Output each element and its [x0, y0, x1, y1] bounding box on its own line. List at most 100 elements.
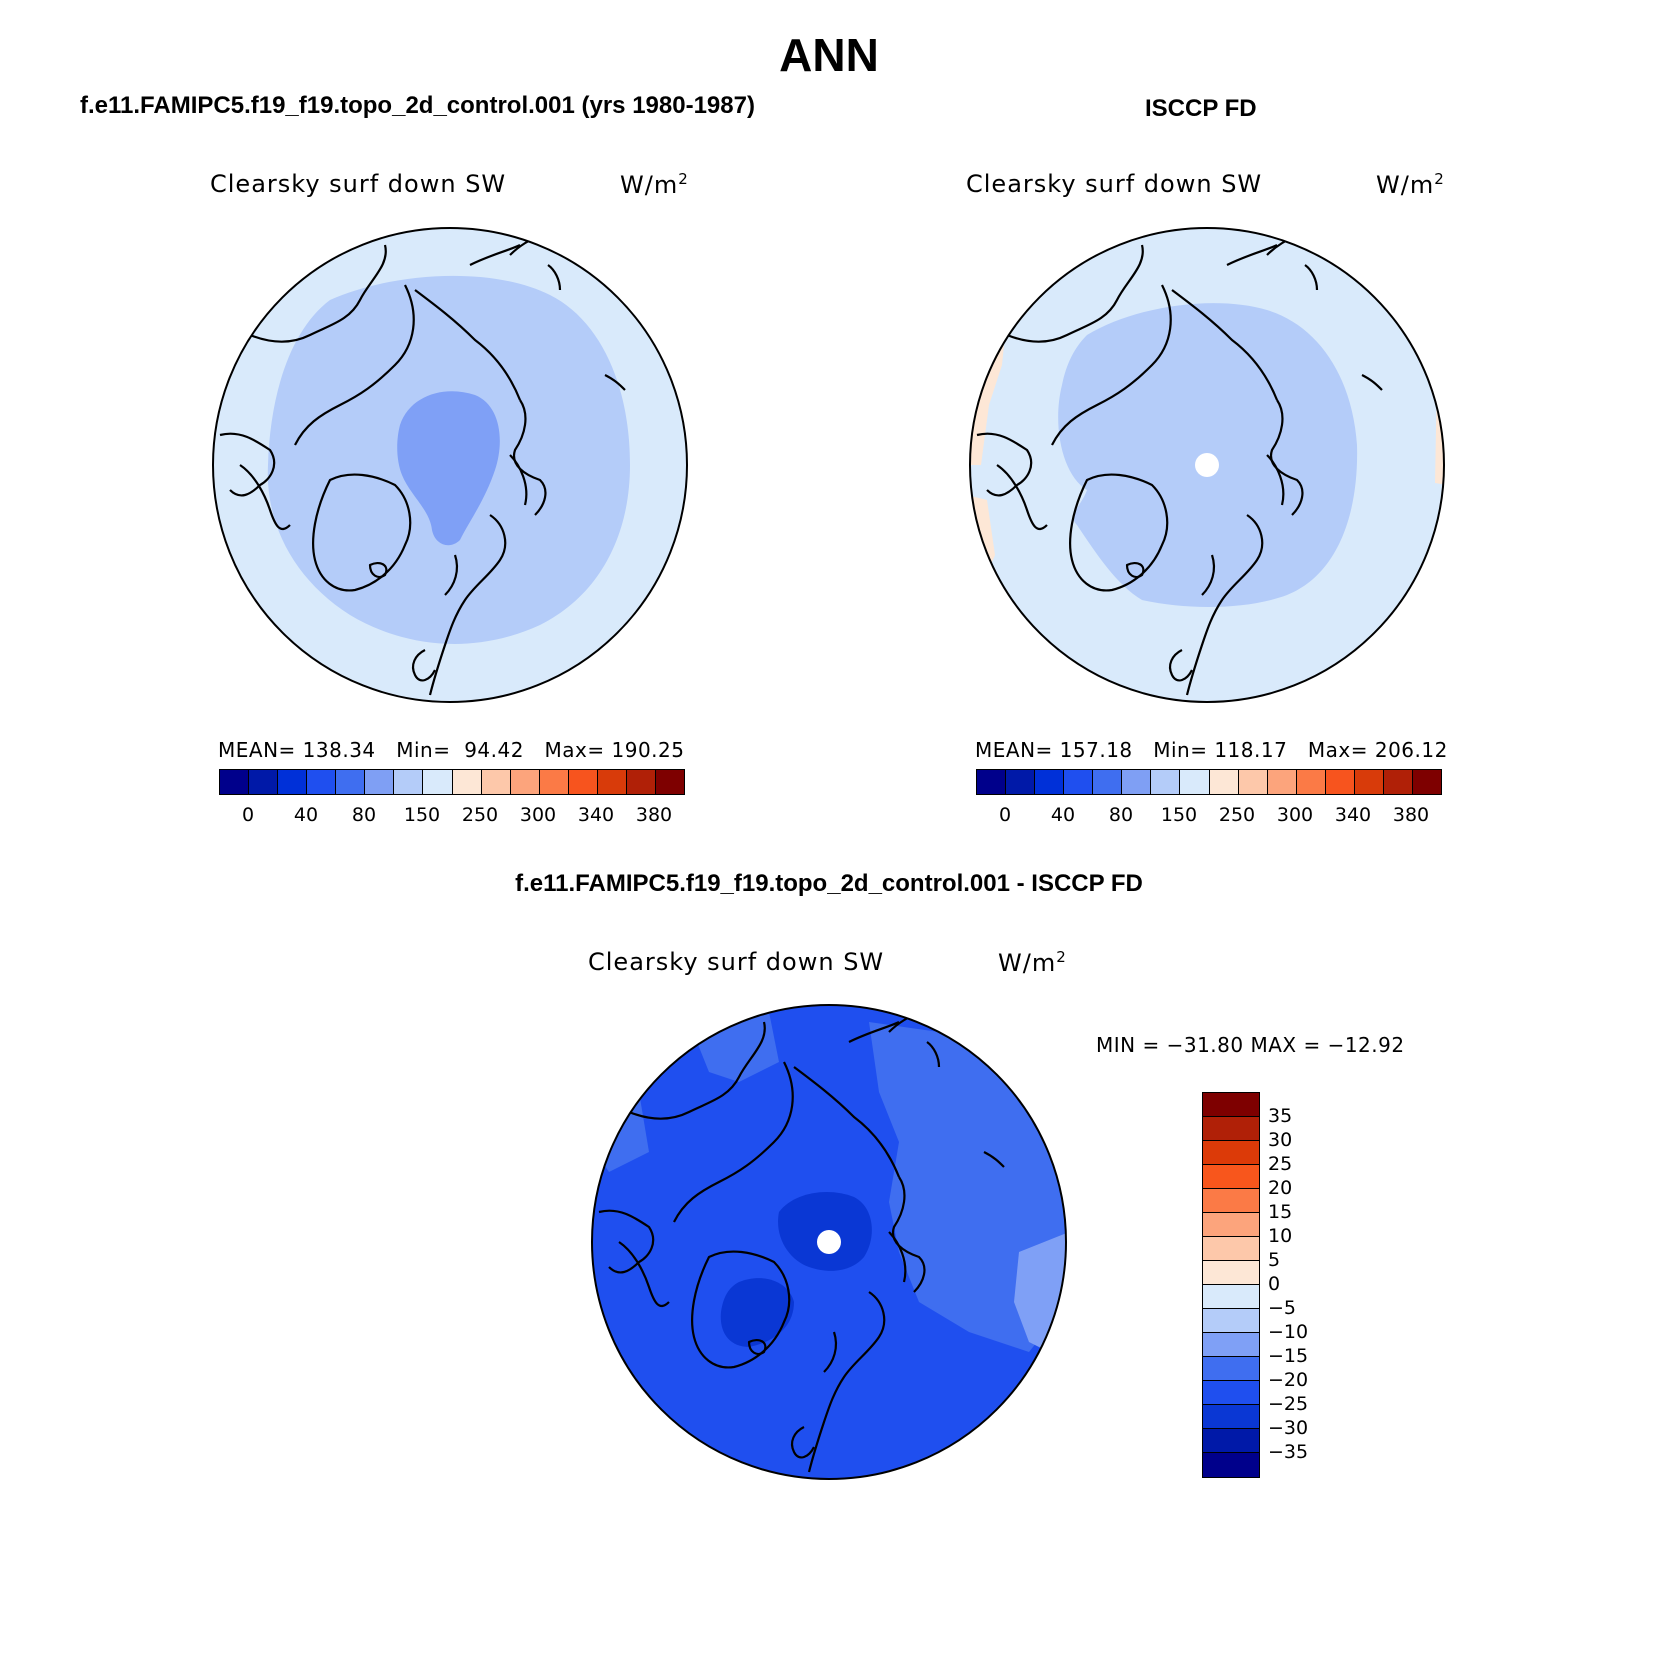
obs-pole-hole [1195, 453, 1219, 477]
colorbar-tick-label: 300 [519, 804, 557, 826]
colorbar-swatch [1122, 770, 1152, 794]
diff-colorbar-swatch [1203, 1453, 1259, 1477]
colorbar-swatch [1412, 770, 1441, 794]
colorbar-swatch [1267, 770, 1297, 794]
colorbar-tick-label: 40 [293, 804, 319, 826]
diff-colorbar-swatch [1203, 1429, 1259, 1453]
colorbar-tick-label: 40 [1050, 804, 1076, 826]
diff-polar-map [591, 1004, 1067, 1480]
season-title: ANN [779, 29, 879, 81]
colorbar-swatch [1151, 770, 1181, 794]
diff-colorbar-swatch [1203, 1093, 1259, 1117]
diff-colorbar-tick-label: −20 [1268, 1369, 1309, 1391]
model-coastlines [219, 234, 626, 696]
colorbar-swatch [365, 770, 395, 794]
diff-variable-label: Clearsky surf down SW [588, 948, 885, 976]
colorbar-swatch [1238, 770, 1268, 794]
diff-field-greenland [720, 1278, 794, 1347]
colorbar-swatch [1093, 770, 1123, 794]
diff-colorbar [1202, 1092, 1260, 1478]
diff-colorbar-tick-label: −35 [1268, 1441, 1309, 1463]
diff-colorbar-tick-label: −15 [1268, 1345, 1309, 1367]
colorbar-swatch [1354, 770, 1384, 794]
diff-colorbar-tick-label: 30 [1268, 1129, 1293, 1151]
colorbar-tick-label: 250 [1218, 804, 1256, 826]
colorbar-swatch [1035, 770, 1065, 794]
model-field-inner [397, 391, 500, 546]
colorbar-swatch [510, 770, 540, 794]
model-colorbar-ticks: 0 40 80 150 250 300 340 380 [219, 804, 685, 828]
diff-colorbar-tick-label: 25 [1268, 1153, 1293, 1175]
obs-units-label: W/m2 [1376, 170, 1445, 199]
diff-colorbar-tick-label: −30 [1268, 1417, 1309, 1439]
colorbar-swatch [1383, 770, 1413, 794]
colorbar-swatch [597, 770, 627, 794]
diff-colorbar-swatch [1203, 1381, 1259, 1405]
diff-panel-title: f.e11.FAMIPC5.f19_f19.topo_2d_control.00… [515, 870, 1143, 897]
diff-colorbar-swatch [1203, 1309, 1259, 1333]
colorbar-swatch [336, 770, 366, 794]
colorbar-swatch [977, 770, 1007, 794]
diff-colorbar-tick-label: −25 [1268, 1393, 1309, 1415]
diff-colorbar-swatch [1203, 1189, 1259, 1213]
colorbar-tick-label: 340 [577, 804, 615, 826]
colorbar-swatch [452, 770, 482, 794]
diff-colorbar-tick-label: −5 [1268, 1297, 1297, 1319]
colorbar-swatch [481, 770, 511, 794]
diff-colorbar-swatch [1203, 1213, 1259, 1237]
model-polar-map [212, 227, 688, 703]
diff-coastlines [598, 1011, 1005, 1473]
model-stats: MEAN= 138.34 Min= 94.42 Max= 190.25 [218, 738, 685, 762]
diff-colorbar-tick-label: 5 [1268, 1249, 1281, 1271]
model-variable-label: Clearsky surf down SW [210, 170, 507, 198]
diff-colorbar-ticks: 35 30 25 20 15 10 5 0 −5 −10 −15 −20 −25 −30 −35 [1268, 1092, 1348, 1478]
obs-coastlines [976, 234, 1383, 696]
diff-colorbar-swatch [1203, 1237, 1259, 1261]
colorbar-swatch [539, 770, 569, 794]
obs-stats: MEAN= 157.18 Min= 118.17 Max= 206.12 [975, 738, 1448, 762]
colorbar-tick-label: 300 [1276, 804, 1314, 826]
colorbar-swatch [278, 770, 308, 794]
colorbar-swatch [626, 770, 656, 794]
diff-pole-hole [817, 1230, 841, 1254]
obs-map-boundary [969, 227, 1445, 703]
colorbar-swatch [394, 770, 424, 794]
obs-panel-title: ISCCP FD [1145, 95, 1257, 122]
colorbar-tick-label: 250 [461, 804, 499, 826]
diff-colorbar-swatch [1203, 1285, 1259, 1309]
model-colorbar [219, 769, 685, 795]
colorbar-tick-label: 80 [351, 804, 377, 826]
diff-map-boundary [591, 1004, 1067, 1480]
colorbar-tick-label: 380 [1392, 804, 1430, 826]
diff-colorbar-swatch [1203, 1165, 1259, 1189]
colorbar-swatch [568, 770, 598, 794]
colorbar-swatch [249, 770, 279, 794]
colorbar-tick-label: 0 [998, 804, 1012, 826]
colorbar-swatch [1064, 770, 1094, 794]
diff-colorbar-tick-label: 15 [1268, 1201, 1293, 1223]
colorbar-swatch [1180, 770, 1210, 794]
obs-polar-map [969, 227, 1445, 703]
colorbar-swatch [1296, 770, 1326, 794]
colorbar-tick-label: 380 [635, 804, 673, 826]
diff-colorbar-swatch [1203, 1357, 1259, 1381]
obs-colorbar [976, 769, 1442, 795]
colorbar-swatch [220, 770, 250, 794]
model-panel-title: f.e11.FAMIPC5.f19_f19.topo_2d_control.00… [80, 92, 755, 119]
diff-colorbar-swatch [1203, 1333, 1259, 1357]
colorbar-tick-label: 0 [241, 804, 255, 826]
diff-colorbar-swatch [1203, 1141, 1259, 1165]
diff-colorbar-tick-label: 35 [1268, 1105, 1293, 1127]
colorbar-swatch [307, 770, 337, 794]
colorbar-swatch [1209, 770, 1239, 794]
diff-units-label: W/m2 [998, 948, 1067, 977]
obs-colorbar-ticks: 0 40 80 150 250 300 340 380 [976, 804, 1442, 828]
diff-colorbar-swatch [1203, 1117, 1259, 1141]
diff-minmax: MIN = −31.80 MAX = −12.92 [1096, 1033, 1405, 1057]
diff-colorbar-tick-label: −10 [1268, 1321, 1309, 1343]
diff-colorbar-swatch [1203, 1405, 1259, 1429]
obs-variable-label: Clearsky surf down SW [966, 170, 1263, 198]
colorbar-swatch [655, 770, 684, 794]
model-map-boundary [212, 227, 688, 703]
colorbar-swatch [423, 770, 453, 794]
